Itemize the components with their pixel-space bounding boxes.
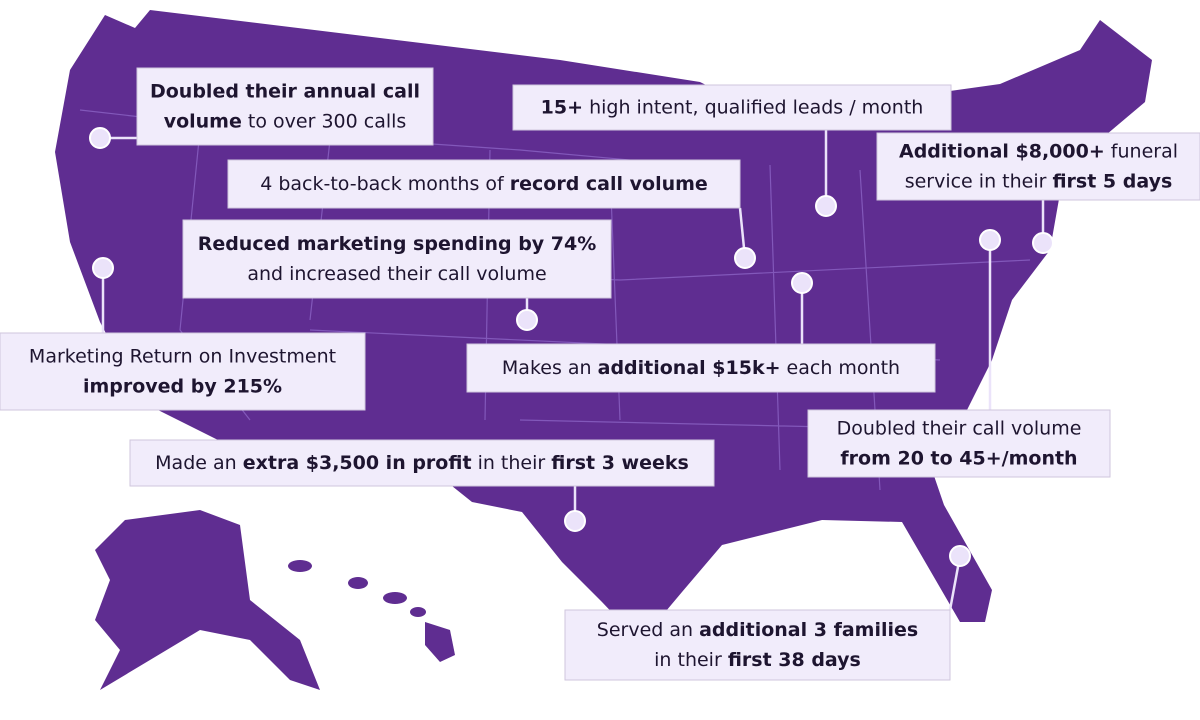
marker-dot xyxy=(564,510,586,532)
callout-text: improved by 215% xyxy=(83,375,282,397)
callout-box xyxy=(807,409,1111,478)
leader-lines xyxy=(89,127,1054,611)
callouts: Doubled their annual call volume to over … xyxy=(0,67,1200,681)
callout: Made an extra $3,500 in profit in their … xyxy=(129,439,715,487)
text-segment: in their xyxy=(654,649,728,671)
text-segment: Made an xyxy=(155,452,243,474)
callout-text: service in their first 5 days xyxy=(905,170,1173,192)
callout-text: Additional $8,000+ funeral xyxy=(899,140,1178,162)
marker-dot xyxy=(949,545,971,567)
marker-dot xyxy=(89,127,111,149)
callout-box xyxy=(129,439,715,487)
callout: 15+ high intent, qualified leads / month xyxy=(512,84,952,131)
marker-dot xyxy=(734,247,756,269)
text-segment: volume xyxy=(164,110,242,132)
callout-text: from 20 to 45+/month xyxy=(840,447,1077,469)
callout-box xyxy=(136,67,434,146)
callout: Reduced marketing spending by 74% and inc… xyxy=(182,219,612,299)
callout: Additional $8,000+ funeral service in the… xyxy=(876,132,1200,201)
marker-dot xyxy=(979,229,1001,251)
text-segment: first 3 weeks xyxy=(551,452,689,474)
text-segment: and increased their call volume xyxy=(247,263,546,285)
text-segment: each month xyxy=(781,357,901,379)
text-segment: first 5 days xyxy=(1052,170,1172,192)
text-segment: in their xyxy=(472,452,552,474)
hawaii xyxy=(288,560,455,662)
text-segment: high intent, qualified leads / month xyxy=(583,96,923,118)
text-segment: Additional $8,000+ xyxy=(899,140,1105,162)
callout: Doubled their call volume from 20 to 45+/… xyxy=(807,409,1111,478)
callout-text: Marketing Return on Investment xyxy=(29,345,336,367)
text-segment: additional $15k+ xyxy=(598,357,781,379)
alaska xyxy=(95,510,320,690)
callout-box xyxy=(227,159,741,209)
text-segment: Reduced marketing spending by 74% xyxy=(198,233,597,255)
callout-text: Reduced marketing spending by 74% xyxy=(198,233,597,255)
text-segment: 15+ xyxy=(541,96,583,118)
callout-box xyxy=(564,609,951,681)
text-segment: Marketing Return on Investment xyxy=(29,345,336,367)
text-segment: additional 3 families xyxy=(699,619,918,641)
text-segment: improved by 215% xyxy=(83,375,282,397)
callout-text: 4 back-to-back months of record call vol… xyxy=(260,173,708,195)
callout: Doubled their annual call volume to over … xyxy=(136,67,434,146)
callout: 4 back-to-back months of record call vol… xyxy=(227,159,741,209)
callout-text: volume to over 300 calls xyxy=(164,110,407,132)
marker-dot xyxy=(1032,232,1054,254)
callout-text: Doubled their annual call xyxy=(150,80,420,102)
callout-text: and increased their call volume xyxy=(247,263,546,285)
text-segment: funeral xyxy=(1105,140,1178,162)
marker-dot xyxy=(791,272,813,294)
callout-box xyxy=(466,343,936,393)
callout-text: Doubled their call volume xyxy=(837,417,1082,439)
callout: Makes an additional $15k+ each month xyxy=(466,343,936,393)
callout-boxes: Doubled their annual call volume to over … xyxy=(0,67,1200,681)
callout-text: in their first 38 days xyxy=(654,649,861,671)
text-segment: Served an xyxy=(597,619,699,641)
callout-box xyxy=(512,84,952,131)
text-segment: to over 300 calls xyxy=(242,110,406,132)
callout-text: Made an extra $3,500 in profit in their … xyxy=(155,452,689,474)
callout: Marketing Return on Investment improved b… xyxy=(0,332,366,411)
marker-dot xyxy=(516,309,538,331)
text-segment: Doubled their annual call xyxy=(150,80,420,102)
text-segment: service in their xyxy=(905,170,1053,192)
callout-box xyxy=(876,132,1200,201)
text-segment: first 38 days xyxy=(728,649,861,671)
callout-box xyxy=(0,332,366,411)
text-segment: record call volume xyxy=(510,173,708,195)
callout-text: Served an additional 3 families xyxy=(597,619,918,641)
marker-dot xyxy=(815,195,837,217)
text-segment: 4 back-to-back months of xyxy=(260,173,510,195)
callout-text: 15+ high intent, qualified leads / month xyxy=(541,96,924,118)
callout-box xyxy=(182,219,612,299)
text-segment: Makes an xyxy=(502,357,598,379)
text-segment: extra $3,500 in profit xyxy=(243,452,472,474)
callout-text: Makes an additional $15k+ each month xyxy=(502,357,900,379)
callout: Served an additional 3 families in their … xyxy=(564,609,951,681)
text-segment: Doubled their call volume xyxy=(837,417,1082,439)
text-segment: from 20 to 45+/month xyxy=(840,447,1077,469)
marker-dot xyxy=(92,257,114,279)
